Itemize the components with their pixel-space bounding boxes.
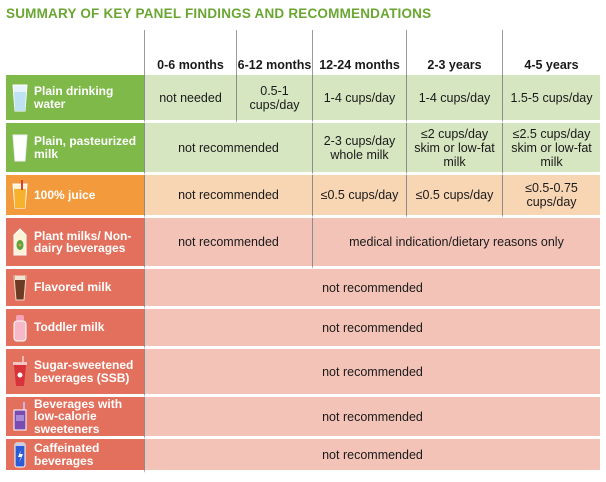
table-cell: not needed — [144, 75, 236, 123]
table-cell: ≤0.5 cups/day — [312, 175, 406, 218]
row-label-text: Plant milks/ Non-dairy beverages — [34, 228, 132, 255]
row-label-text: Beverages with low-calorie sweeteners — [34, 396, 123, 436]
row-label: Plant milks/ Non-dairy beverages — [6, 218, 144, 269]
plant-milk-carton-icon — [6, 227, 34, 257]
table-cell: not recommended — [144, 439, 600, 473]
juice-glass-icon — [6, 180, 34, 210]
drink-box-icon — [6, 401, 34, 432]
table-cell: ≤2.5 cups/day skim or low-fat milk — [502, 123, 600, 175]
row-label: 100% juice — [6, 175, 144, 218]
row-label-text: 100% juice — [34, 187, 96, 202]
column-header: 0-6 months — [144, 30, 236, 75]
row-label-text: Flavored milk — [34, 280, 112, 295]
row-label-text: Toddler milk — [34, 320, 105, 335]
table-cell: not recommended — [144, 123, 312, 175]
row-label: Plain drinking water — [6, 75, 144, 123]
table-row-caffeinated: Caffeinated beverages not recommended — [6, 439, 600, 473]
row-label-text: Sugar-sweetened beverages (SSB) — [34, 358, 134, 385]
table-cell: ≤0.5 cups/day — [406, 175, 502, 218]
table-row-toddler-milk: Toddler milk not recommended — [6, 309, 600, 349]
table-row-plant-milks: Plant milks/ Non-dairy beverages not rec… — [6, 218, 600, 269]
table-row-ssb: Sugar-sweetened beverages (SSB) not reco… — [6, 349, 600, 397]
column-header: 2-3 years — [406, 30, 502, 75]
row-label-text: Caffeinated beverages — [34, 441, 100, 468]
table-cell: ≤0.5-0.75 cups/day — [502, 175, 600, 218]
table-row-milk: Plain, pasteurized milk not recommended … — [6, 123, 600, 175]
page-title: SUMMARY OF KEY PANEL FINDINGS AND RECOMM… — [6, 6, 432, 21]
table-cell: not recommended — [144, 397, 600, 439]
row-label: Beverages with low-calorie sweeteners — [6, 397, 144, 439]
column-header: 4-5 years — [502, 30, 600, 75]
row-label: Plain, pasteurized milk — [6, 123, 144, 175]
row-label: Flavored milk — [6, 269, 144, 309]
table-cell: 1-4 cups/day — [406, 75, 502, 123]
table-cell: not recommended — [144, 349, 600, 397]
table-cell: 1.5-5 cups/day — [502, 75, 600, 123]
energy-drink-can-icon — [6, 441, 34, 469]
table-cell: not recommended — [144, 269, 600, 309]
table-cell: medical indication/dietary reasons only — [312, 218, 600, 269]
table-cell: not recommended — [144, 218, 312, 269]
table-cell: 2-3 cups/day whole milk — [312, 123, 406, 175]
table-cell: ≤2 cups/day skim or low-fat milk — [406, 123, 502, 175]
row-label-text: Plain drinking water — [34, 84, 114, 111]
soda-cup-icon — [6, 355, 34, 388]
table-row-low-calorie: Beverages with low-calorie sweeteners no… — [6, 397, 600, 439]
column-header: 12-24 months — [312, 30, 406, 75]
row-label: Sugar-sweetened beverages (SSB) — [6, 349, 144, 397]
table-cell: not recommended — [144, 309, 600, 349]
column-header: 6-12 months — [236, 30, 312, 75]
header-row: 0-6 months 6-12 months 12-24 months 2-3 … — [6, 30, 600, 75]
table-cell: 0.5-1 cups/day — [236, 75, 312, 123]
row-label-text: Plain, pasteurized milk — [34, 134, 137, 161]
table-row-flavored-milk: Flavored milk not recommended — [6, 269, 600, 309]
row-label: Caffeinated beverages — [6, 439, 144, 473]
table-cell: not recommended — [144, 175, 312, 218]
table-row-water: Plain drinking water not needed 0.5-1 cu… — [6, 75, 600, 123]
recommendations-table: 0-6 months 6-12 months 12-24 months 2-3 … — [6, 30, 600, 473]
milk-glass-icon — [6, 133, 34, 163]
water-glass-icon — [6, 83, 34, 113]
table-row-juice: 100% juice not recommended ≤0.5 cups/day… — [6, 175, 600, 218]
row-label: Toddler milk — [6, 309, 144, 349]
table-cell: 1-4 cups/day — [312, 75, 406, 123]
header-corner — [6, 30, 144, 75]
toddler-milk-bottle-icon — [6, 313, 34, 343]
chocolate-milk-glass-icon — [6, 274, 34, 302]
